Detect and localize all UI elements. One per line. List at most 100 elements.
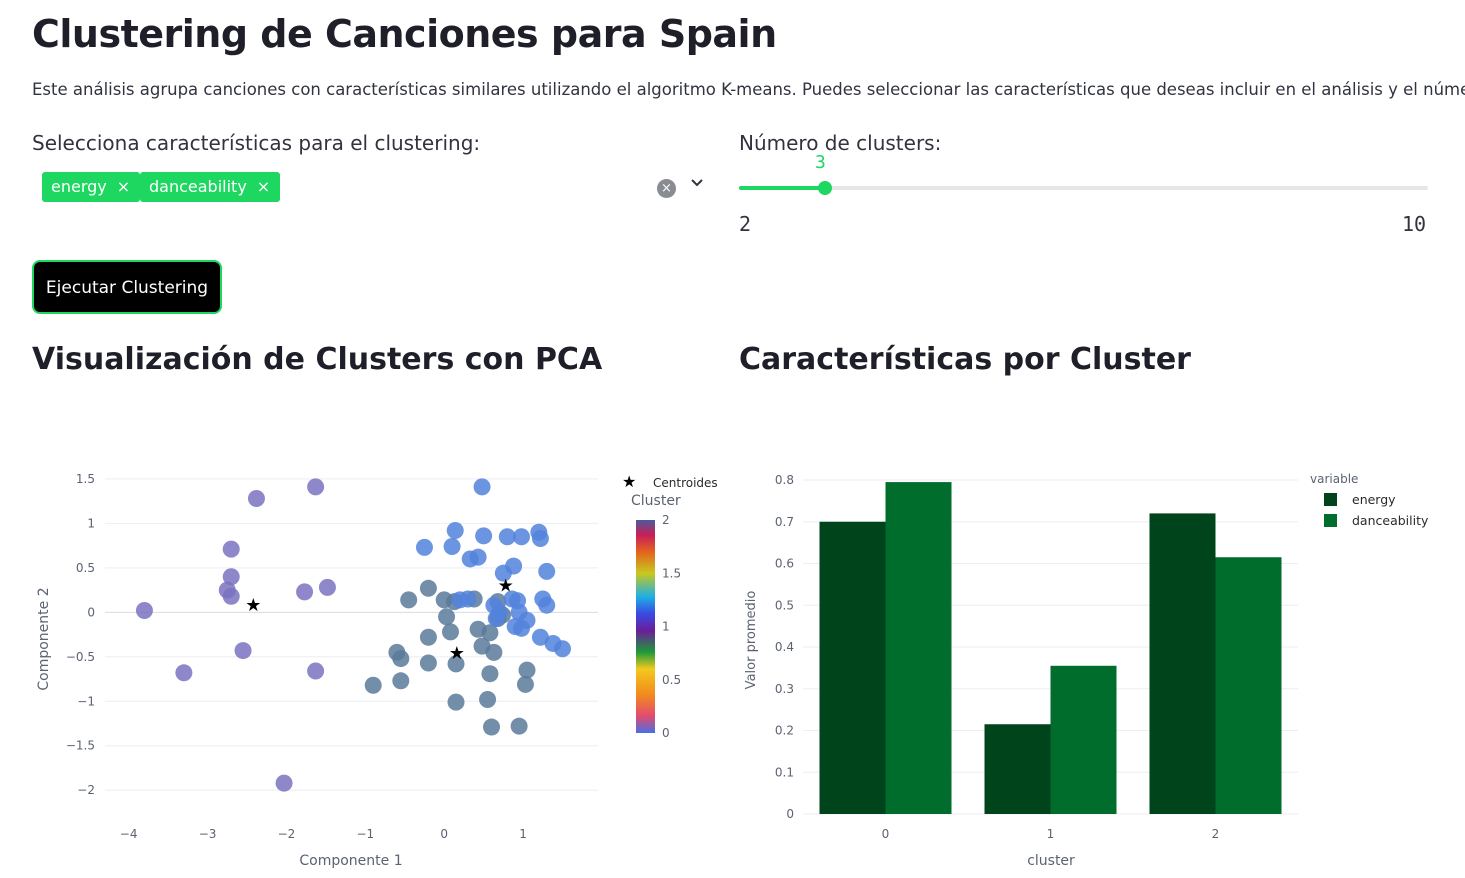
scatter-point <box>485 643 503 661</box>
bar-ytick: 0.4 <box>775 640 794 654</box>
page-title: Clustering de Canciones para Spain <box>32 12 777 56</box>
bar-ytick: 0.7 <box>775 515 794 529</box>
scatter-point <box>222 587 240 605</box>
scatter-point <box>498 528 516 546</box>
scatter-point <box>318 578 336 596</box>
scatter-point <box>392 672 410 690</box>
scatter-ytick: −0.5 <box>66 650 95 664</box>
scatter-point <box>481 665 499 683</box>
scatter-xtick: 0 <box>440 827 448 841</box>
bar-xtick: 1 <box>1047 827 1055 841</box>
scatter-xtick: −1 <box>356 827 374 841</box>
bar-danceability <box>885 482 952 814</box>
bar-ytick: 0.3 <box>775 682 794 696</box>
colorbar-title: Cluster <box>631 493 681 509</box>
scatter-point <box>451 591 469 609</box>
colorbar <box>636 520 655 733</box>
cluster-bar-chart: 0 0.1 0.2 0.3 0.4 0.5 0.6 0.7 0.8 0 1 2 cluster Val… <box>744 472 1429 869</box>
tag-energy[interactable]: energy × <box>42 172 141 202</box>
bar-energy <box>1149 513 1216 814</box>
scatter-point <box>538 596 556 614</box>
scatter-point <box>494 564 512 582</box>
colorbar-tick: 0.5 <box>662 673 681 687</box>
pca-scatter-chart: ★ ★ ★ 1.5 1 0.5 0 −0.5 −1 −1.5 −2 −4 −3 −2 −1 0 1 Compo… <box>36 472 718 869</box>
scatter-point <box>275 774 293 792</box>
bar-ytick: 0.1 <box>775 765 794 779</box>
scatter-point <box>531 529 549 547</box>
scatter-xtick: −4 <box>120 827 138 841</box>
bar-danceability <box>1050 665 1117 814</box>
scatter-ytick: −1 <box>77 694 95 708</box>
scatter-point <box>447 655 465 673</box>
slider-min: 2 <box>739 212 752 236</box>
scatter-point <box>234 642 252 660</box>
scatter-point <box>419 654 437 672</box>
scatter-point <box>538 562 556 580</box>
scatter-point <box>475 527 493 545</box>
scatter-point <box>400 591 418 609</box>
scatter-point <box>483 718 501 736</box>
bar-xlabel: cluster <box>1027 853 1075 869</box>
bar-xtick: 2 <box>1212 827 1220 841</box>
bar-ytick: 0.5 <box>775 598 794 612</box>
scatter-ytick: 1.5 <box>76 472 95 486</box>
scatter-point <box>135 602 153 620</box>
scatter-point <box>554 640 572 658</box>
scatter-ytick: −1.5 <box>66 739 95 753</box>
bar-danceability <box>1215 557 1282 814</box>
legend-label-danceability: danceability <box>1352 513 1429 528</box>
slider-thumb[interactable] <box>818 181 832 195</box>
scatter-point <box>438 608 456 626</box>
bar-ytick: 0.8 <box>775 473 794 487</box>
scatter-point <box>419 628 437 646</box>
scatter-point <box>446 521 464 539</box>
bar-ytick: 0.2 <box>775 724 794 738</box>
scatter-point <box>296 583 314 601</box>
scatter-point <box>512 528 530 546</box>
clear-all-icon[interactable]: × <box>657 179 676 198</box>
colorbar-tick: 0 <box>662 726 670 740</box>
tag-energy-label: energy <box>51 177 107 196</box>
bar-ylabel: Valor promedio <box>744 591 759 690</box>
scatter-point <box>307 478 325 496</box>
centroid-marker: ★ <box>245 595 261 616</box>
tag-danceability[interactable]: danceability × <box>140 172 281 202</box>
bar-energy <box>984 724 1051 814</box>
scatter-point <box>487 610 505 628</box>
centroid-legend-label[interactable]: Centroides <box>653 476 718 490</box>
bar-ytick: 0.6 <box>775 557 794 571</box>
legend-swatch-danceability <box>1324 514 1337 527</box>
scatter-point <box>392 650 410 668</box>
scatter-xtick: 1 <box>519 827 527 841</box>
scatter-point <box>447 693 465 711</box>
clusters-label: Número de clusters: <box>739 131 942 155</box>
scatter-point <box>469 548 487 566</box>
slider-value: 3 <box>815 152 826 173</box>
scatter-point <box>222 568 240 586</box>
centroid-legend-star-icon: ★ <box>622 472 636 491</box>
bar-legend-title: variable <box>1310 472 1358 486</box>
scatter-ytick: 0.5 <box>76 561 95 575</box>
scatter-point <box>419 579 437 597</box>
scatter-ytick: −2 <box>77 783 95 797</box>
tag-energy-remove-icon[interactable]: × <box>116 177 131 196</box>
tag-danceability-label: danceability <box>149 177 247 196</box>
scatter-ylabel: Componente 2 <box>36 587 52 690</box>
slider-track[interactable] <box>739 186 1428 190</box>
scatter-point <box>441 623 459 641</box>
colorbar-tick: 2 <box>662 513 670 527</box>
scatter-point <box>479 690 497 708</box>
intro-text: Este análisis agrupa canciones con carac… <box>32 80 1465 99</box>
scatter-point <box>510 717 528 735</box>
tag-danceability-remove-icon[interactable]: × <box>256 177 271 196</box>
chevron-down-icon[interactable] <box>690 176 704 194</box>
centroid-marker: ★ <box>498 576 514 597</box>
scatter-point <box>518 661 536 679</box>
scatter-xlabel: Componente 1 <box>299 853 402 869</box>
slider-fill <box>739 186 825 190</box>
scatter-point <box>473 478 491 496</box>
scatter-point <box>364 676 382 694</box>
bar-heading: Características por Cluster <box>739 342 1191 377</box>
run-clustering-button[interactable]: Ejecutar Clustering <box>32 260 222 314</box>
scatter-point <box>481 624 499 642</box>
